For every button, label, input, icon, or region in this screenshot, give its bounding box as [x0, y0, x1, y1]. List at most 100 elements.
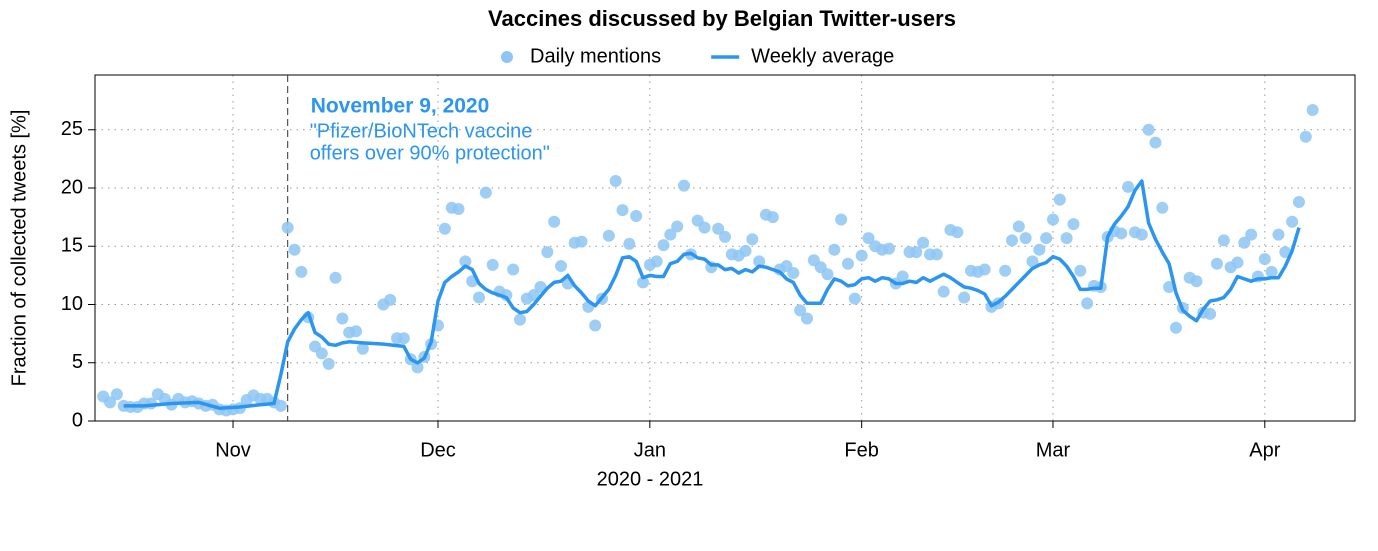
- point: [1005, 234, 1018, 247]
- point: [322, 357, 335, 370]
- point: [937, 285, 950, 298]
- point: [1299, 130, 1312, 143]
- point: [794, 304, 807, 317]
- point: [1156, 201, 1169, 214]
- point: [548, 215, 561, 228]
- point: [1238, 236, 1251, 249]
- point: [1231, 256, 1244, 269]
- point: [623, 237, 636, 250]
- point: [1279, 246, 1292, 259]
- point: [1142, 123, 1155, 136]
- y-tick-label: 0: [72, 409, 83, 431]
- point: [650, 255, 663, 268]
- point: [1245, 228, 1258, 241]
- point: [1258, 253, 1271, 266]
- x-tick-label: Nov: [215, 439, 251, 461]
- point: [828, 243, 841, 256]
- point: [602, 229, 615, 242]
- point: [110, 388, 123, 401]
- chart-title: Vaccines discussed by Belgian Twitter-us…: [488, 6, 956, 31]
- y-tick-label: 10: [61, 293, 83, 315]
- point: [473, 291, 486, 304]
- point: [746, 233, 759, 246]
- point: [712, 222, 725, 235]
- point: [1033, 243, 1046, 256]
- annotation-title: November 9, 2020: [311, 95, 490, 118]
- point: [1190, 275, 1203, 288]
- point: [821, 268, 834, 281]
- point: [616, 204, 629, 217]
- annotation-text: "Pfizer/BioNTech vaccine: [310, 120, 533, 142]
- point: [671, 220, 684, 233]
- point: [1210, 257, 1223, 270]
- point: [917, 236, 930, 249]
- point: [719, 230, 731, 243]
- point: [1122, 180, 1135, 193]
- line: [123, 179, 1301, 410]
- point: [350, 325, 363, 338]
- point: [575, 235, 588, 248]
- point: [541, 246, 554, 259]
- point: [479, 186, 492, 199]
- point: [356, 342, 369, 355]
- point: [1265, 265, 1278, 278]
- point: [766, 211, 779, 224]
- x-tick-label: Apr: [1249, 439, 1280, 461]
- point: [1040, 232, 1053, 245]
- point: [848, 292, 861, 305]
- point: [1306, 103, 1319, 116]
- point: [800, 312, 813, 325]
- point: [678, 179, 691, 192]
- point: [999, 264, 1012, 277]
- point: [1272, 228, 1285, 241]
- point: [274, 399, 287, 412]
- point: [910, 246, 923, 259]
- point: [452, 202, 465, 215]
- plot-frame: [94, 74, 1356, 422]
- point: [1067, 218, 1080, 231]
- annotation-text: offers over 90% protection": [310, 142, 550, 164]
- legend-label: Daily mentions: [530, 45, 661, 67]
- y-tick-label: 25: [61, 118, 83, 140]
- point: [862, 232, 875, 245]
- point: [589, 319, 602, 332]
- point: [609, 175, 622, 188]
- point: [657, 239, 670, 252]
- point: [411, 361, 424, 374]
- x-axis-label: 2020 - 2021: [597, 468, 704, 490]
- point: [397, 332, 410, 345]
- point: [1019, 232, 1032, 245]
- y-tick-label: 5: [72, 351, 83, 373]
- x-tick-label: Feb: [844, 439, 878, 461]
- point: [1081, 297, 1094, 310]
- point: [882, 242, 895, 255]
- x-tick-label: Dec: [420, 439, 456, 461]
- point: [1135, 228, 1148, 241]
- point: [896, 270, 909, 283]
- point: [315, 347, 328, 360]
- point: [555, 260, 568, 273]
- point: [1074, 264, 1087, 277]
- point: [384, 293, 397, 306]
- point: [1046, 213, 1059, 226]
- point: [281, 221, 294, 234]
- point: [787, 267, 800, 280]
- point: [978, 263, 991, 276]
- point: [698, 221, 711, 234]
- point: [507, 263, 520, 276]
- point: [1060, 232, 1073, 245]
- point: [630, 209, 643, 222]
- point: [329, 271, 342, 284]
- point: [1217, 234, 1230, 247]
- point: [841, 257, 854, 270]
- point: [1115, 227, 1128, 240]
- point: [1169, 321, 1182, 334]
- point: [459, 255, 472, 268]
- point: [1286, 215, 1299, 228]
- y-tick-label: 20: [61, 176, 83, 198]
- point: [637, 276, 650, 289]
- point: [855, 249, 868, 262]
- point: [664, 228, 677, 241]
- point: [835, 213, 848, 226]
